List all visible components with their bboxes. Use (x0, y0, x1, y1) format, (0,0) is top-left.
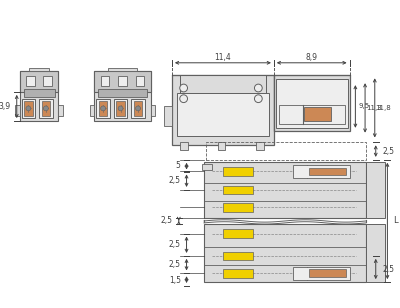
Text: 1,5: 1,5 (169, 276, 181, 285)
Bar (151, 104, 156, 116)
Bar (20, 71, 58, 92)
Bar (96, 99, 110, 118)
Bar (180, 75, 266, 93)
Bar (256, 142, 264, 150)
Bar (180, 142, 188, 150)
Bar (90, 104, 94, 116)
Bar (204, 224, 366, 282)
Bar (131, 99, 145, 118)
Bar (309, 168, 346, 175)
Bar (293, 165, 350, 178)
Bar (164, 107, 172, 126)
Bar (42, 101, 50, 116)
Bar (116, 101, 125, 116)
Bar (293, 267, 350, 280)
Text: 2,5: 2,5 (169, 176, 181, 185)
Bar (118, 76, 127, 86)
Bar (204, 162, 366, 218)
Bar (274, 75, 350, 131)
Bar (304, 107, 331, 121)
Bar (101, 76, 110, 86)
Bar (94, 71, 151, 92)
Text: 11,3: 11,3 (366, 105, 382, 111)
Text: 9,5: 9,5 (358, 103, 370, 109)
Bar (366, 224, 386, 282)
Circle shape (101, 106, 106, 111)
Bar (202, 164, 212, 169)
Bar (39, 99, 53, 118)
Bar (279, 104, 345, 124)
Text: 2,5: 2,5 (382, 147, 394, 156)
Text: 2,5: 2,5 (169, 260, 181, 269)
Circle shape (26, 106, 31, 111)
Bar (136, 76, 144, 86)
Bar (224, 167, 252, 176)
Circle shape (118, 106, 123, 111)
Text: L: L (393, 217, 398, 225)
Bar (276, 79, 348, 128)
Bar (224, 229, 252, 238)
Bar (224, 185, 252, 194)
Bar (224, 203, 252, 212)
Bar (15, 104, 20, 116)
Bar (29, 68, 49, 71)
Text: 2,5: 2,5 (169, 240, 181, 249)
Bar (26, 76, 35, 86)
Bar (206, 142, 366, 160)
Bar (218, 142, 225, 150)
Bar (98, 89, 147, 97)
Circle shape (136, 106, 140, 111)
Bar (44, 76, 52, 86)
Bar (177, 93, 269, 136)
Bar (366, 162, 386, 218)
Bar (309, 270, 346, 277)
Bar (94, 71, 151, 121)
Bar (172, 75, 274, 145)
Circle shape (180, 84, 188, 92)
Text: 3,9: 3,9 (0, 102, 11, 111)
Bar (224, 252, 252, 260)
Text: 2,5: 2,5 (382, 265, 394, 274)
Bar (58, 104, 63, 116)
Bar (99, 101, 108, 116)
Text: 5: 5 (176, 161, 181, 170)
Text: 8,9: 8,9 (306, 54, 318, 63)
Text: 11,4: 11,4 (214, 54, 231, 63)
Circle shape (44, 106, 48, 111)
Bar (24, 101, 33, 116)
Circle shape (254, 95, 262, 103)
Bar (20, 71, 58, 121)
Circle shape (180, 95, 188, 103)
Bar (114, 99, 127, 118)
Bar (108, 68, 136, 71)
Bar (24, 89, 54, 97)
Bar (224, 269, 252, 278)
Circle shape (254, 84, 262, 92)
Text: 2,5: 2,5 (161, 217, 173, 225)
Text: 11,8: 11,8 (376, 105, 391, 111)
Bar (134, 101, 142, 116)
Bar (22, 99, 35, 118)
